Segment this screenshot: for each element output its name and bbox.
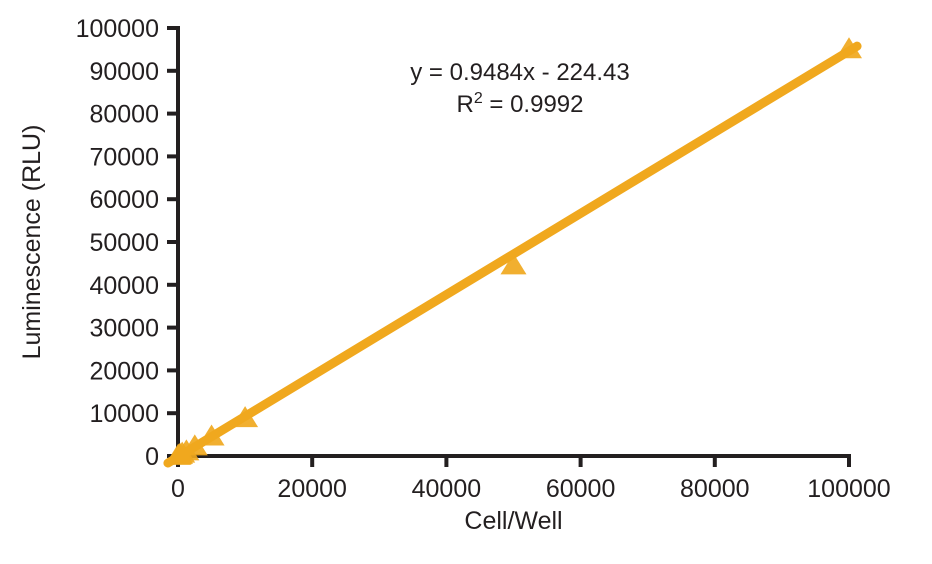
x-tick-label: 0 xyxy=(171,475,185,503)
y-tick-label: 60000 xyxy=(89,186,159,214)
y-tick-label: 70000 xyxy=(89,143,159,171)
x-tick-label: 80000 xyxy=(680,475,750,503)
r-squared-label: R2 = 0.9992 xyxy=(456,90,583,118)
x-tick-label: 40000 xyxy=(412,475,482,503)
data-point-marker xyxy=(836,37,862,59)
data-markers xyxy=(165,37,862,465)
y-tick-label: 50000 xyxy=(89,229,159,257)
y-axis-title: Luminescence (RLU) xyxy=(18,125,46,360)
y-tick-label: 10000 xyxy=(89,400,159,428)
y-tick-label: 20000 xyxy=(89,357,159,385)
data-point-marker xyxy=(181,434,208,456)
data-point-marker xyxy=(500,253,527,275)
y-tick-label: 40000 xyxy=(89,272,159,300)
data-point-marker xyxy=(198,424,225,446)
r-squared-superscript: 2 xyxy=(474,90,483,107)
y-axis-tick-labels: 0 10000 20000 30000 40000 50000 60000 70000 8000… xyxy=(76,15,159,471)
y-tick-label: 80000 xyxy=(89,101,159,129)
x-axis-title: Cell/Well xyxy=(464,507,562,535)
x-tick-label: 20000 xyxy=(277,475,347,503)
y-tick-label: 90000 xyxy=(89,58,159,86)
trendline xyxy=(163,41,862,468)
x-tick-label: 60000 xyxy=(546,475,616,503)
y-tick-label: 100000 xyxy=(76,15,159,43)
x-tick-label: 100000 xyxy=(807,475,890,503)
r-squared-base: R xyxy=(456,91,473,118)
y-tick-label: 0 xyxy=(145,443,159,471)
data-point-marker xyxy=(232,406,259,428)
trendline-equation-label: y = 0.9484x - 224.43 xyxy=(410,59,630,86)
y-tick-label: 30000 xyxy=(89,315,159,343)
r-squared-value: = 0.9992 xyxy=(483,91,584,118)
x-axis-tick-labels: 0 20000 40000 60000 80000 100000 xyxy=(171,475,891,503)
